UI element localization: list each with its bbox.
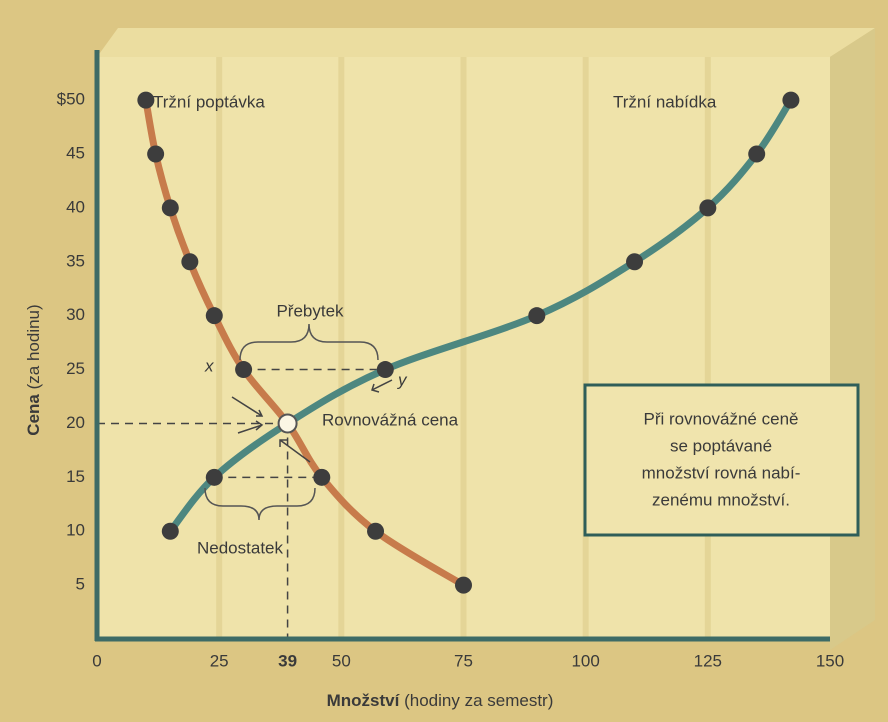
data-point xyxy=(455,576,472,594)
x-tick-label: 100 xyxy=(571,651,599,670)
surplus-brace xyxy=(239,323,379,361)
data-point xyxy=(782,91,800,109)
data-point xyxy=(528,307,546,325)
frame-side xyxy=(830,28,875,650)
plot xyxy=(137,91,800,594)
data-point xyxy=(205,468,223,486)
y-tick-label: 25 xyxy=(66,359,85,378)
data-point xyxy=(137,91,155,109)
y-tick-label: 40 xyxy=(66,197,85,216)
note: Při rovnovážné ceně se poptávané množství … xyxy=(642,409,801,509)
x-tick-label: 150 xyxy=(816,651,844,670)
y-axis-title: Cena (za hodinu) xyxy=(24,304,43,435)
y-tick-label: 35 xyxy=(66,251,85,270)
data-point xyxy=(626,253,644,271)
note-line: Při rovnovážné ceně xyxy=(644,409,799,428)
equilibrium-label: Rovnovážná cena xyxy=(322,410,459,429)
legend-demand: Tržní poptávka xyxy=(153,92,265,111)
note-line: množství rovná nabí- xyxy=(642,463,801,482)
shortage-brace xyxy=(204,487,316,521)
y-title-bold: Cena xyxy=(24,394,43,436)
data-point xyxy=(147,145,165,163)
data-point xyxy=(376,361,394,379)
x-title-rest: (hodiny za semestr) xyxy=(404,691,553,710)
surplus-to-label: y xyxy=(397,370,408,389)
x-tick-label: 25 xyxy=(210,651,229,670)
x-tick-label: 0 xyxy=(92,651,101,670)
data-point xyxy=(699,199,717,217)
x-title-bold: Množství xyxy=(327,691,401,710)
y-tick-label: 45 xyxy=(66,143,85,162)
data-point xyxy=(205,307,223,325)
data-point xyxy=(161,522,179,540)
y-title-rest: (za hodinu) xyxy=(24,304,43,389)
note-box xyxy=(583,383,860,537)
y-tick-label: $50 xyxy=(57,90,85,109)
data-point xyxy=(161,199,179,217)
x-tick-label: 39 xyxy=(278,651,297,670)
legend-supply: Tržní nabídka xyxy=(613,92,717,111)
x-axis-title: Množství (hodiny za semestr) xyxy=(327,691,554,710)
y-tick-label: 30 xyxy=(66,305,85,324)
surplus-from-label: x xyxy=(204,356,214,375)
x-tick-label: 75 xyxy=(454,651,473,670)
y-tick-label: 20 xyxy=(66,413,85,432)
note-line: zenému množství. xyxy=(652,490,790,509)
equilibrium-point xyxy=(277,413,298,434)
data-point xyxy=(367,522,385,540)
arrows xyxy=(231,379,393,463)
y-tick-label: 5 xyxy=(76,575,85,594)
data-point xyxy=(313,468,331,486)
frame-top xyxy=(97,28,875,57)
data-point xyxy=(235,361,253,379)
grid xyxy=(216,57,711,639)
data-point xyxy=(181,253,199,271)
shortage-label: Nedostatek xyxy=(197,538,283,557)
y-tick-label: 15 xyxy=(66,467,85,486)
series-line xyxy=(166,96,795,535)
y-tick-label: 10 xyxy=(66,521,85,540)
annotations xyxy=(97,368,386,639)
x-tick-label: 50 xyxy=(332,651,351,670)
data-point xyxy=(748,145,766,163)
surplus-label: Přebytek xyxy=(276,301,344,320)
x-tick-label: 125 xyxy=(694,651,722,670)
note-line: se poptávané xyxy=(670,436,772,455)
